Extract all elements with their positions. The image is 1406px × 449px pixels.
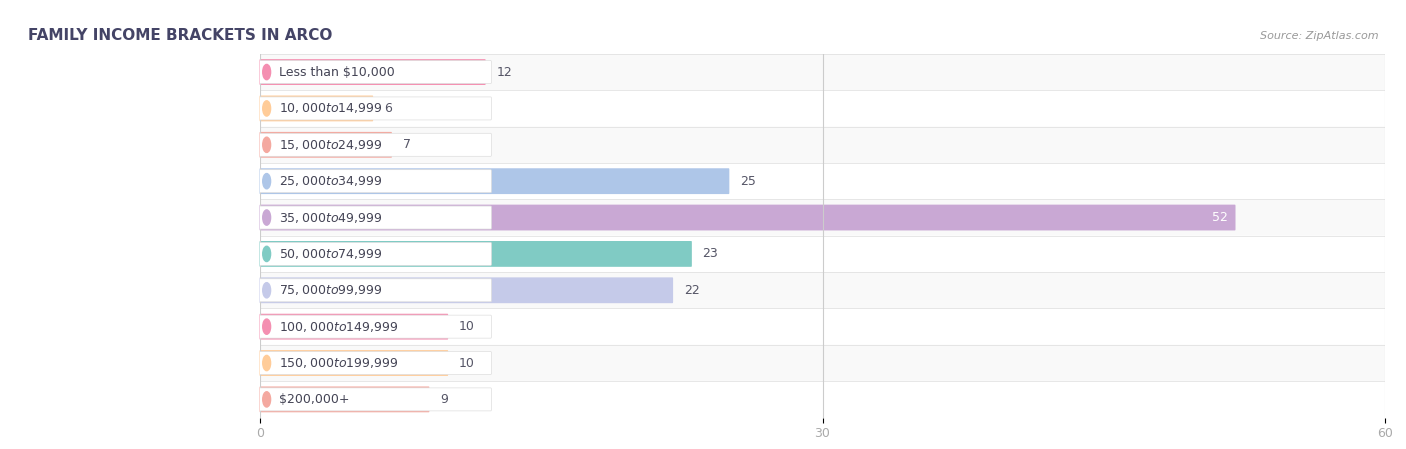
- FancyBboxPatch shape: [260, 381, 1385, 418]
- Circle shape: [263, 173, 270, 189]
- Text: 52: 52: [1212, 211, 1227, 224]
- Circle shape: [263, 210, 270, 225]
- Text: $15,000 to $24,999: $15,000 to $24,999: [278, 138, 382, 152]
- Circle shape: [263, 137, 270, 153]
- FancyBboxPatch shape: [260, 236, 1385, 272]
- FancyBboxPatch shape: [260, 132, 392, 158]
- Text: 10: 10: [458, 357, 475, 370]
- FancyBboxPatch shape: [260, 127, 1385, 163]
- FancyBboxPatch shape: [260, 59, 485, 85]
- FancyBboxPatch shape: [256, 242, 492, 265]
- Circle shape: [263, 246, 270, 262]
- FancyBboxPatch shape: [260, 345, 1385, 381]
- Circle shape: [263, 392, 270, 407]
- Text: 25: 25: [740, 175, 756, 188]
- Text: FAMILY INCOME BRACKETS IN ARCO: FAMILY INCOME BRACKETS IN ARCO: [28, 28, 332, 44]
- Text: $100,000 to $149,999: $100,000 to $149,999: [278, 320, 398, 334]
- Text: 7: 7: [402, 138, 411, 151]
- FancyBboxPatch shape: [256, 206, 492, 229]
- FancyBboxPatch shape: [260, 277, 673, 303]
- FancyBboxPatch shape: [256, 352, 492, 374]
- Circle shape: [263, 355, 270, 371]
- FancyBboxPatch shape: [260, 308, 1385, 345]
- FancyBboxPatch shape: [260, 241, 692, 267]
- FancyBboxPatch shape: [260, 199, 1385, 236]
- FancyBboxPatch shape: [260, 350, 449, 376]
- FancyBboxPatch shape: [260, 205, 1236, 230]
- Text: 22: 22: [683, 284, 700, 297]
- FancyBboxPatch shape: [260, 168, 730, 194]
- Text: $35,000 to $49,999: $35,000 to $49,999: [278, 211, 382, 224]
- FancyBboxPatch shape: [260, 163, 1385, 199]
- FancyBboxPatch shape: [260, 387, 429, 412]
- Text: 12: 12: [496, 66, 512, 79]
- Text: $150,000 to $199,999: $150,000 to $199,999: [278, 356, 398, 370]
- FancyBboxPatch shape: [260, 314, 449, 339]
- FancyBboxPatch shape: [256, 61, 492, 84]
- FancyBboxPatch shape: [256, 97, 492, 120]
- FancyBboxPatch shape: [256, 170, 492, 193]
- Text: 10: 10: [458, 320, 475, 333]
- Circle shape: [263, 64, 270, 80]
- Text: 23: 23: [703, 247, 718, 260]
- FancyBboxPatch shape: [256, 315, 492, 338]
- FancyBboxPatch shape: [260, 54, 1385, 90]
- Circle shape: [263, 282, 270, 298]
- FancyBboxPatch shape: [256, 133, 492, 156]
- FancyBboxPatch shape: [260, 96, 373, 121]
- FancyBboxPatch shape: [260, 272, 1385, 308]
- Text: Source: ZipAtlas.com: Source: ZipAtlas.com: [1260, 31, 1378, 41]
- Text: $25,000 to $34,999: $25,000 to $34,999: [278, 174, 382, 188]
- Text: $200,000+: $200,000+: [278, 393, 349, 406]
- Text: $10,000 to $14,999: $10,000 to $14,999: [278, 101, 382, 115]
- Text: Less than $10,000: Less than $10,000: [278, 66, 395, 79]
- FancyBboxPatch shape: [256, 388, 492, 411]
- Text: $50,000 to $74,999: $50,000 to $74,999: [278, 247, 382, 261]
- Text: $75,000 to $99,999: $75,000 to $99,999: [278, 283, 382, 297]
- Circle shape: [263, 101, 270, 116]
- FancyBboxPatch shape: [256, 279, 492, 302]
- FancyBboxPatch shape: [260, 90, 1385, 127]
- Text: 9: 9: [440, 393, 449, 406]
- Text: 6: 6: [384, 102, 392, 115]
- Circle shape: [263, 319, 270, 335]
